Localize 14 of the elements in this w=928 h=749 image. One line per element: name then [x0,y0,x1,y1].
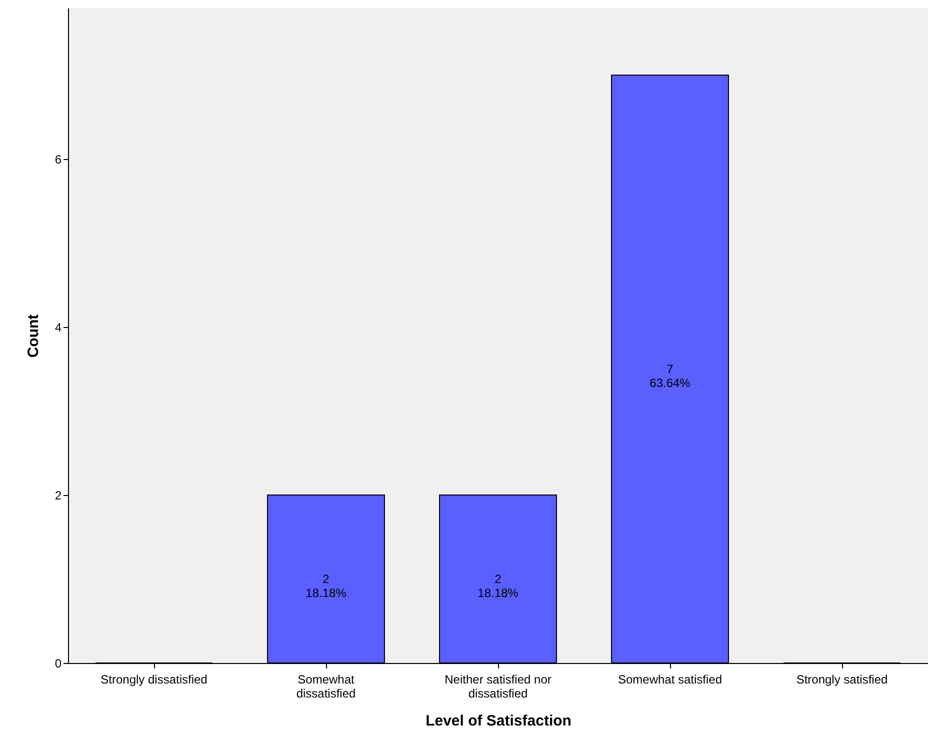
x-tick-label: Somewhat satisfied [618,672,722,686]
x-tick-label: Strongly satisfied [796,672,888,686]
data-label: 2 18.18% [478,572,519,600]
x-tick-label: Strongly dissatisfied [100,672,208,686]
y-tick-label: 2 [54,488,62,503]
x-tick-label: Neither satisfied nor dissatisfied [444,672,552,700]
data-label: 7 63.64% [650,362,691,390]
x-tick-label: Somewhat dissatisfied [296,672,356,700]
y-tick-label: 6 [54,152,62,167]
y-tick-label: 0 [54,656,62,670]
y-axis-title: Count [24,314,42,358]
y-tick-label: 4 [54,320,62,335]
data-label: 2 18.18% [306,572,347,600]
x-axis-title: Level of Satisfaction [426,712,572,730]
